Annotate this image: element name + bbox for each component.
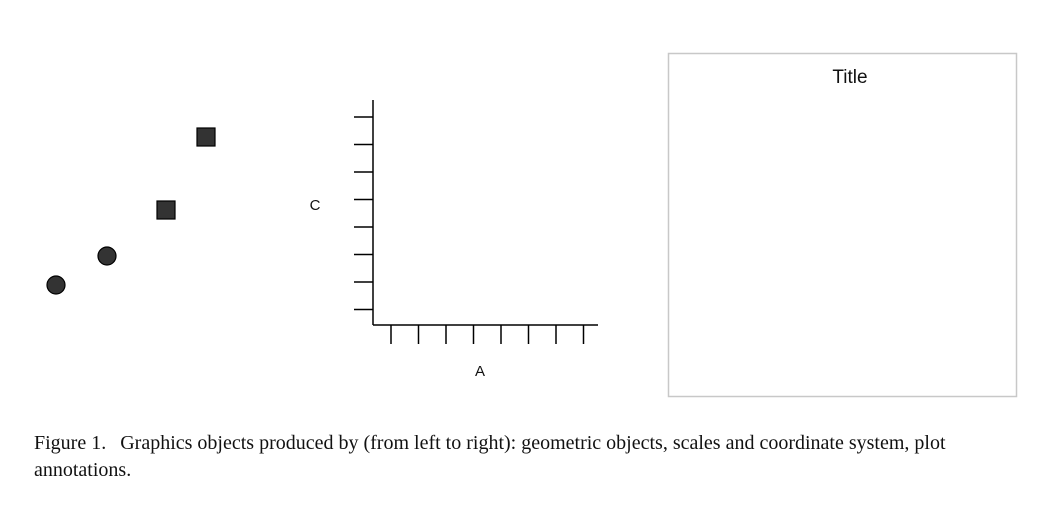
figure-label: Figure 1. [34,432,107,454]
annotations-panel: Title [667,52,1018,398]
plot-frame [667,52,1018,398]
point-3 [156,200,176,220]
y-axis-label: C [310,197,321,214]
figure-caption: Figure 1. Graphics objects produced by (f… [34,430,1034,484]
point-1 [46,275,66,295]
y-axis-ticks [354,116,373,311]
point-2 [97,246,117,266]
plot-title: Title [832,67,867,88]
scales-coordinate-panel: C A [310,100,598,380]
geometric-objects-panel [46,127,216,295]
figure-graphic: C A Title [46,52,1018,398]
point-4 [196,127,216,147]
caption-text: Graphics objects produced by (from left … [34,432,946,481]
x-axis-ticks [390,325,585,344]
x-axis-label: A [475,363,485,380]
